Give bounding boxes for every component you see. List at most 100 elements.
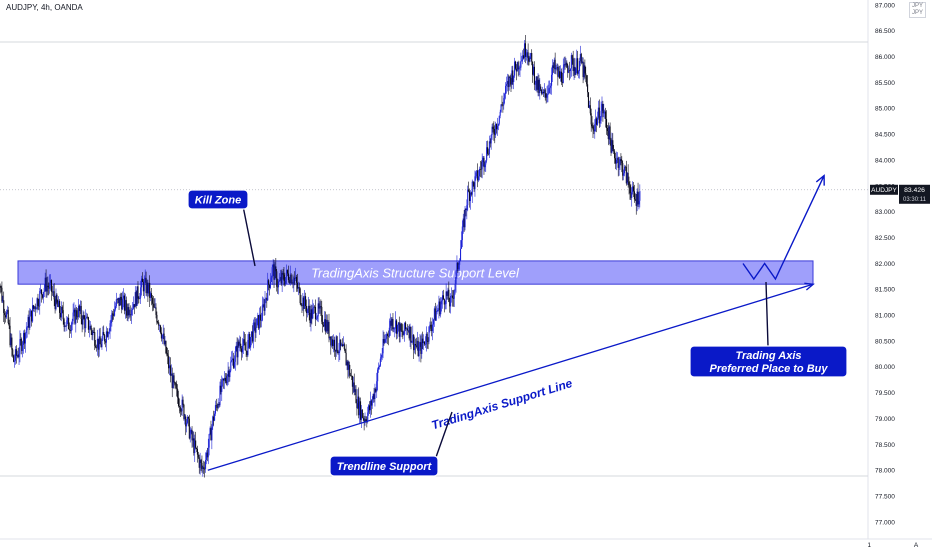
candle-body xyxy=(19,339,21,355)
candle-body xyxy=(205,459,207,469)
candle-body xyxy=(566,62,568,68)
candle-body xyxy=(358,396,360,416)
candle-body xyxy=(2,300,4,302)
candle-body xyxy=(553,59,555,69)
candle-body xyxy=(362,417,364,419)
candle-body xyxy=(224,377,226,382)
candle-body xyxy=(241,345,244,353)
candle-body xyxy=(455,271,457,284)
candle-body xyxy=(528,57,530,62)
candle-body xyxy=(97,338,99,350)
candle-body xyxy=(320,306,322,307)
candle-body xyxy=(169,365,171,376)
candle-body xyxy=(105,331,107,343)
candle-body xyxy=(377,369,379,382)
candle-body xyxy=(68,329,71,331)
candle-body xyxy=(250,331,253,337)
candle-body xyxy=(59,300,61,313)
candle-body xyxy=(596,118,598,125)
candle-body xyxy=(348,364,350,370)
candle-body xyxy=(406,328,408,331)
x-tick-label: A xyxy=(914,542,919,549)
candle-body xyxy=(237,341,239,358)
candle-body xyxy=(598,107,600,124)
candle-body xyxy=(60,306,62,318)
candle-body xyxy=(430,324,432,329)
candle-body xyxy=(167,354,169,357)
candle-body xyxy=(514,61,517,69)
candle-body xyxy=(151,297,153,304)
candle-body xyxy=(36,298,38,309)
candle-body xyxy=(288,280,290,283)
candle-body xyxy=(298,287,300,289)
candle-body xyxy=(254,322,256,333)
candle-body xyxy=(280,277,282,284)
candle-body xyxy=(287,273,289,281)
candle-body xyxy=(100,344,102,348)
candle-body xyxy=(638,200,640,205)
candle-body xyxy=(163,333,165,345)
candle-body xyxy=(467,189,469,206)
candle-body xyxy=(191,429,193,441)
candle-body xyxy=(602,103,604,114)
candle-body xyxy=(557,67,559,77)
candle-body xyxy=(385,338,387,340)
candle-body xyxy=(123,295,125,299)
candle-body xyxy=(125,300,127,311)
candle-body xyxy=(484,164,486,168)
candle-body xyxy=(198,457,200,468)
candle-body xyxy=(186,422,188,427)
candle-body xyxy=(622,163,624,176)
candle-body xyxy=(222,378,224,381)
y-tick-label: 87.000 xyxy=(875,2,895,9)
candle-body xyxy=(607,131,609,140)
y-tick-label: 77.000 xyxy=(875,519,895,526)
candle-body xyxy=(13,355,15,362)
price-tag-value: 83.426 xyxy=(904,187,925,194)
candle-body xyxy=(16,354,18,356)
candle-body xyxy=(547,93,549,95)
candle-body xyxy=(120,296,122,301)
candle-body xyxy=(322,321,324,325)
candle-body xyxy=(472,181,474,183)
candle-body xyxy=(189,432,191,439)
candle-body xyxy=(505,85,507,94)
candle-body xyxy=(376,381,378,392)
candle-body xyxy=(81,319,83,325)
candle-body xyxy=(392,319,394,330)
candle-body xyxy=(161,335,163,339)
candle-body xyxy=(171,373,173,388)
candle-body xyxy=(543,89,545,94)
callouts-group: Kill Zone Trendline Support Trading AxisPr… xyxy=(187,189,848,477)
candle-body xyxy=(96,338,98,348)
candle-body xyxy=(278,279,280,282)
candle-body xyxy=(133,304,135,308)
candle-body xyxy=(349,364,351,376)
candle-body xyxy=(141,278,144,283)
candle-body xyxy=(562,67,564,84)
candle-body xyxy=(361,409,363,418)
candle-body xyxy=(623,173,625,176)
candle-body xyxy=(463,218,465,228)
candle-body xyxy=(172,375,174,388)
candle-body xyxy=(625,166,627,184)
candle-body xyxy=(77,316,79,318)
candle-body xyxy=(454,283,456,291)
candle-body xyxy=(605,111,607,119)
candle-body xyxy=(613,148,615,152)
candle-body xyxy=(637,191,639,205)
candle-body xyxy=(323,324,325,327)
candle-body xyxy=(589,105,591,114)
candle-body xyxy=(410,326,412,343)
candle-body xyxy=(257,315,259,319)
candle-body xyxy=(276,271,278,287)
y-tick-label: 85.500 xyxy=(875,80,895,87)
candle-body xyxy=(419,342,421,347)
currency-badge-top: JPY xyxy=(911,3,923,9)
candle-body xyxy=(127,307,129,316)
currency-badge[interactable]: JPY JPY xyxy=(908,2,926,18)
candle-body xyxy=(23,332,26,344)
candle-body xyxy=(295,276,297,279)
